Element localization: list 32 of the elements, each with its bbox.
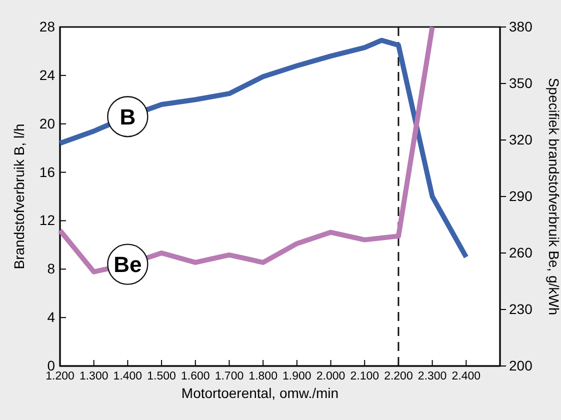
y-tick-label: 20 [39, 115, 56, 132]
y2-tick-label: 230 [509, 300, 533, 317]
x-tick-label: 2.100 [350, 370, 380, 382]
y-tick-label: 12 [39, 212, 56, 228]
y2-tick-label: 260 [509, 244, 533, 260]
y2-tick-label: 350 [509, 74, 533, 91]
y-tick-label: 28 [39, 18, 56, 34]
y2-tick-label: 380 [509, 18, 533, 34]
series-label: B [120, 104, 136, 130]
y2-tick-label: 200 [509, 357, 533, 374]
y-tick-label: 4 [47, 309, 56, 326]
x-axis-title: Motortoerental, omw./min [181, 385, 339, 401]
x-tick-label: 1.200 [46, 370, 74, 382]
x-tick-label: 2.400 [452, 370, 481, 382]
y2-tick-label: 320 [509, 131, 533, 148]
x-tick-label: 2.200 [384, 370, 413, 382]
x-tick-label: 2.300 [418, 370, 447, 382]
y-tick-label: 8 [47, 260, 56, 277]
y2-tick-label: 290 [509, 188, 533, 204]
y-tick-label: 24 [39, 66, 56, 83]
x-tick-label: 1.800 [248, 370, 278, 382]
y-axis-title: Brandstofverbruik B, l/h [11, 124, 27, 270]
x-tick-label: 2.000 [316, 370, 346, 382]
x-tick-label: 1.500 [147, 370, 176, 382]
x-tick-label: 1.400 [113, 370, 142, 382]
y-tick-label: 16 [39, 164, 56, 180]
x-tick-label: 1.700 [214, 370, 244, 382]
series-label: Be [114, 252, 142, 278]
x-tick-label: 1.300 [79, 370, 108, 382]
x-tick-label: 1.900 [282, 370, 312, 382]
y2-axis-title: Specifiek brandstofverbruik Be, g/kWh [546, 78, 561, 316]
x-tick-label: 1.600 [180, 370, 210, 382]
